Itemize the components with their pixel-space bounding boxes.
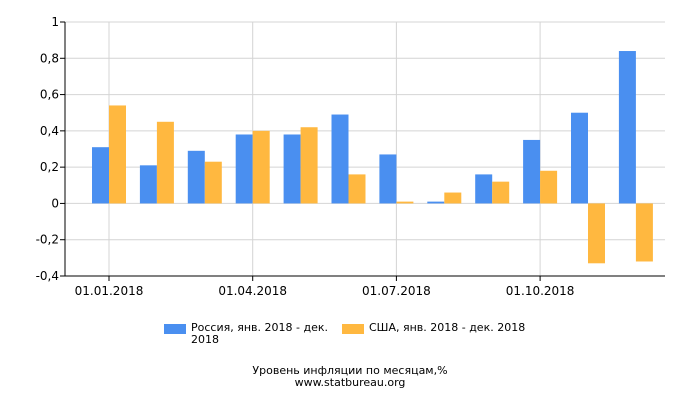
bar-russia-12[interactable]: [618, 51, 636, 204]
bar-russia-10[interactable]: [523, 139, 541, 204]
legend-label-usa: США, янв. 2018 - дек. 2018: [369, 321, 526, 334]
chart-title: Уровень инфляции по месяцам,%: [252, 364, 448, 377]
x-tick-label: 01.07.2018: [362, 284, 431, 298]
bar-russia-9[interactable]: [475, 174, 493, 204]
source-link[interactable]: www.statbureau.org: [294, 376, 406, 389]
bar-russia-2[interactable]: [139, 165, 157, 204]
legend-swatch-russia: [164, 324, 186, 334]
bar-usa-1[interactable]: [109, 105, 126, 204]
bar-usa-6[interactable]: [348, 174, 366, 204]
y-tick-label: -0,4: [36, 269, 59, 283]
chart-canvas: 1 0,8 0,6 0,4 0,2 0 -0,2 -0,4 01.01.2018 01.04.2…: [36, 15, 665, 298]
legend-item-russia[interactable]: Россия, янв. 2018 - дек. 2018: [164, 322, 344, 346]
bar-russia-5[interactable]: [283, 134, 301, 204]
legend: Россия, янв. 2018 - дек. 2018 США, янв. …: [164, 322, 584, 352]
y-tick-label: -0,2: [36, 233, 59, 247]
bar-russia-6[interactable]: [331, 114, 349, 204]
bar-usa-10[interactable]: [540, 170, 558, 204]
x-tick-label: 01.04.2018: [218, 284, 287, 298]
y-tick-label: 0,2: [40, 160, 59, 174]
legend-swatch-usa: [342, 324, 364, 334]
axes: [60, 21, 665, 281]
y-tick-label: 0,8: [40, 51, 59, 65]
bar-usa-5[interactable]: [300, 127, 318, 204]
bar-usa-12[interactable]: [635, 203, 653, 262]
bar-usa-9[interactable]: [492, 181, 510, 204]
x-tick-label: 01.01.2018: [75, 284, 144, 298]
y-axis-labels: 1 0,8 0,6 0,4 0,2 0 -0,2 -0,4: [36, 15, 59, 283]
bar-usa-8[interactable]: [444, 192, 462, 204]
bar-russia-8[interactable]: [427, 201, 445, 204]
x-tick-label: 01.10.2018: [506, 284, 575, 298]
y-tick-label: 0: [51, 196, 59, 210]
bar-russia-7[interactable]: [379, 154, 397, 204]
bar-usa-3[interactable]: [204, 161, 222, 204]
bar-usa-11[interactable]: [588, 203, 605, 264]
legend-label-russia: Россия, янв. 2018 - дек. 2018: [191, 321, 328, 346]
y-tick-label: 1: [51, 15, 59, 29]
bar-usa-2[interactable]: [156, 121, 174, 204]
bar-russia-11[interactable]: [571, 112, 588, 204]
bar-russia-4[interactable]: [235, 134, 253, 204]
bar-russia-3[interactable]: [187, 150, 205, 204]
bars-group: [92, 51, 653, 264]
x-axis-labels: 01.01.2018 01.04.2018 01.07.2018 01.10.2018: [75, 284, 575, 298]
bar-usa-7[interactable]: [396, 201, 414, 204]
y-tick-label: 0,6: [40, 88, 59, 102]
legend-item-usa[interactable]: США, янв. 2018 - дек. 2018: [342, 322, 582, 334]
bar-usa-4[interactable]: [252, 130, 270, 204]
bar-russia-1[interactable]: [92, 147, 109, 204]
y-tick-label: 0,4: [40, 124, 59, 138]
